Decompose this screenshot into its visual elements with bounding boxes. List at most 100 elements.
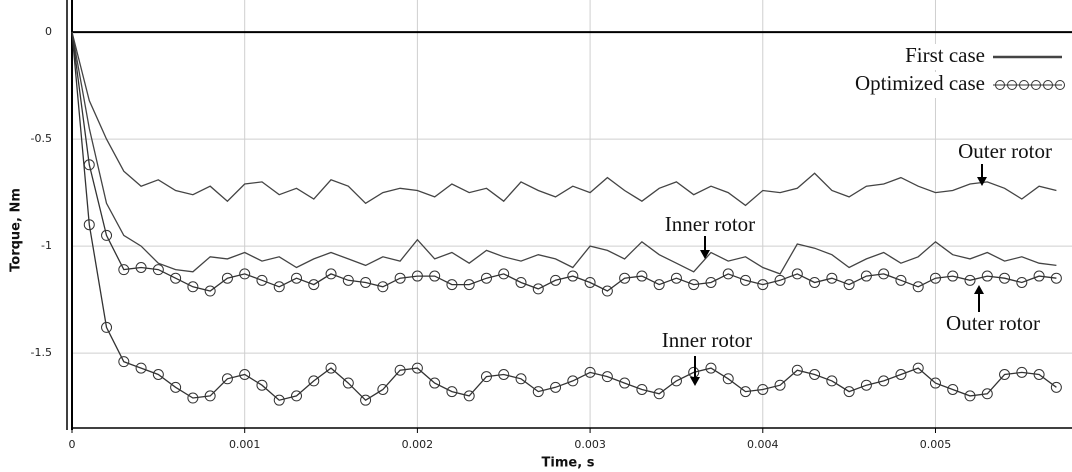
series-marker	[221, 272, 233, 284]
series-marker	[670, 272, 682, 284]
series-marker	[791, 268, 803, 280]
series-marker	[843, 279, 855, 291]
x-tick-label: 0.001	[229, 438, 261, 451]
series-line	[71, 31, 1057, 207]
series-marker	[1016, 366, 1028, 378]
x-tick-label: 0.004	[747, 438, 779, 451]
series-marker	[325, 268, 337, 280]
legend-marker	[1043, 80, 1053, 90]
y-tick-label: 0	[45, 25, 52, 38]
annotation-arrowhead	[977, 177, 987, 186]
annotation-arrowhead	[690, 377, 700, 386]
series-marker	[480, 272, 492, 284]
series-marker	[550, 274, 562, 286]
series-marker	[809, 276, 821, 288]
annotation-arrowhead	[974, 285, 984, 294]
series-marker	[308, 279, 320, 291]
legend-marker	[1055, 80, 1065, 90]
series-marker	[429, 270, 441, 282]
series-marker	[360, 276, 372, 288]
x-tick-label: 0.003	[574, 438, 606, 451]
series-marker	[619, 377, 631, 389]
series-marker	[291, 390, 303, 402]
series-marker	[532, 386, 544, 398]
series-marker	[83, 219, 95, 231]
series-marker	[342, 274, 354, 286]
y-axis-label: Torque, Nm	[9, 188, 24, 272]
annotation: Outer rotor	[946, 311, 1040, 335]
series-marker	[1033, 369, 1045, 380]
series-marker	[308, 375, 320, 387]
series-marker	[446, 386, 458, 398]
legend-label: Optimized case	[855, 71, 985, 95]
series-marker	[584, 366, 596, 378]
series-marker	[964, 274, 976, 286]
series-marker	[740, 386, 752, 398]
series-marker	[152, 369, 164, 380]
series-marker	[550, 381, 562, 393]
series-marker	[999, 369, 1011, 380]
series-marker	[1050, 381, 1062, 393]
series-marker	[809, 369, 821, 380]
series-marker	[843, 386, 855, 398]
series-marker	[239, 268, 251, 280]
series-marker	[394, 272, 406, 284]
series-marker	[291, 272, 303, 284]
series-marker	[947, 270, 959, 282]
series-marker	[981, 270, 993, 282]
annotation: Outer rotor	[958, 139, 1052, 163]
series-marker	[118, 356, 130, 368]
legend-label: First case	[905, 43, 985, 67]
series-marker	[1033, 270, 1045, 282]
y-tick-label: -1.5	[31, 346, 52, 359]
series-marker	[152, 264, 164, 276]
series-marker	[273, 281, 285, 293]
series-marker	[653, 388, 665, 400]
legend-marker	[1031, 80, 1041, 90]
series-marker	[256, 379, 268, 391]
series-marker	[757, 279, 769, 291]
series-marker	[101, 229, 113, 241]
series-marker	[912, 362, 924, 374]
series-marker	[325, 362, 337, 374]
series-marker	[929, 272, 941, 284]
series-marker	[446, 279, 458, 291]
series-marker	[221, 373, 233, 385]
series-marker	[273, 394, 285, 406]
series-marker	[584, 276, 596, 288]
x-axis-label: Time, s	[542, 456, 595, 471]
series-marker	[826, 272, 838, 284]
series-marker	[532, 283, 544, 295]
series-marker	[705, 362, 717, 374]
series-marker	[1050, 272, 1062, 284]
series-marker	[187, 392, 199, 404]
series-marker	[480, 371, 492, 383]
series-marker	[567, 270, 579, 282]
series-marker	[170, 272, 182, 284]
series-marker	[826, 375, 838, 387]
annotation: Inner rotor	[665, 212, 755, 236]
annotation: Inner rotor	[662, 328, 752, 352]
series-marker	[239, 369, 251, 380]
series-marker	[567, 375, 579, 387]
annotation-arrowhead	[700, 250, 710, 259]
series-marker	[463, 390, 475, 402]
series-marker	[101, 321, 113, 333]
series-marker	[204, 390, 216, 402]
series-marker	[722, 373, 734, 385]
series-marker	[498, 369, 510, 380]
series-marker	[636, 270, 648, 282]
series-marker	[636, 383, 648, 395]
series-marker	[377, 383, 389, 395]
series-marker	[135, 362, 147, 374]
series-marker	[498, 268, 510, 280]
series-marker	[515, 276, 527, 288]
series-marker	[411, 270, 423, 282]
series-marker	[619, 272, 631, 284]
series-marker	[740, 274, 752, 286]
legend-marker	[995, 80, 1005, 90]
series-marker	[411, 362, 423, 374]
series-marker	[964, 390, 976, 402]
series-marker	[705, 276, 717, 288]
